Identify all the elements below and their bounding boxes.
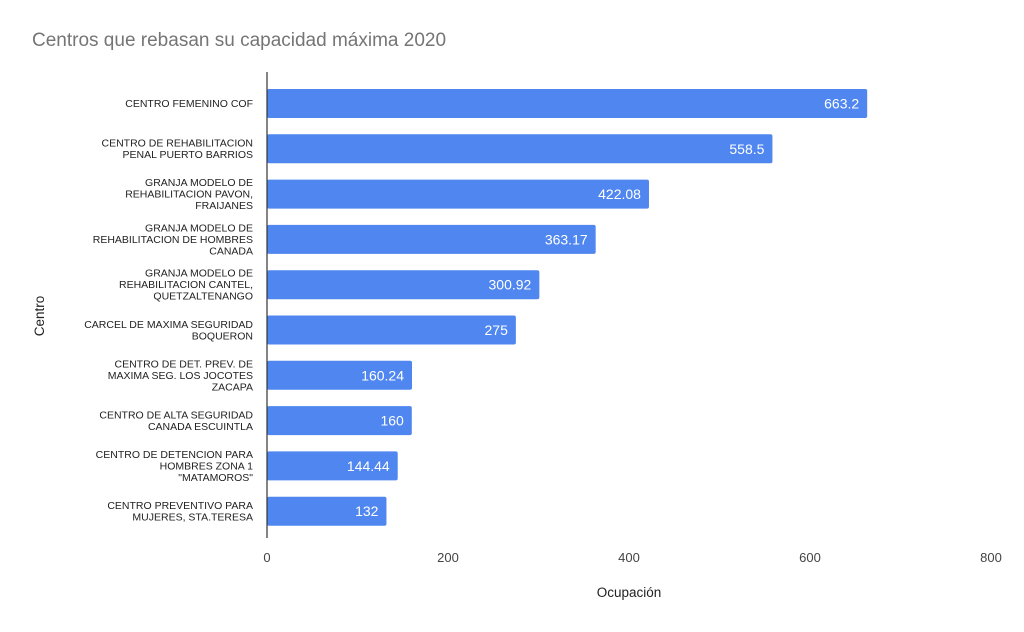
category-label-line: CENTRO PREVENTIVO PARA [107, 500, 253, 512]
category-label-line: ZACAPA [212, 381, 253, 393]
bar [267, 496, 387, 526]
category-label: CENTRO DE ALTA SEGURIDAD CANADA ESCUINTLA [99, 409, 253, 433]
bar [267, 134, 773, 164]
x-tick-label: 200 [437, 550, 459, 565]
category-label: GRANJA MODELO DE REHABILITACION DE HOMBRE… [93, 222, 253, 257]
category-label: CENTRO DE DET. PREV. DE MAXIMA SEG. LOS J… [108, 358, 253, 393]
bar [267, 270, 540, 300]
data-label: 160 [380, 413, 404, 429]
category-label: GRANJA MODELO DE REHABILITACION CANTEL, QU… [119, 268, 253, 303]
x-tick-label: 600 [799, 550, 821, 565]
category-label-line: CENTRO DE ALTA SEGURIDAD [99, 409, 253, 421]
category-label-line: REHABILITACION CANTEL, [119, 279, 253, 291]
category-label: GRANJA MODELO DE REHABILITACION PAVON, FRA… [125, 177, 253, 212]
category-label: CENTRO DE REHABILITACION PENAL PUERTO BAR… [102, 138, 254, 162]
category-label: CENTRO DE DETENCION PARA HOMBRES ZONA 1 "M… [96, 449, 254, 484]
category-label-line: GRANJA MODELO DE [145, 268, 253, 280]
category-label-line: CARCEL DE MAXIMA SEGURIDAD [84, 319, 253, 331]
category-label-line: MUJERES, STA.TERESA [132, 511, 253, 523]
bar [267, 179, 649, 209]
category-label-line: REHABILITACION PAVON, [125, 189, 253, 201]
x-tick-label: 0 [263, 550, 270, 565]
data-label: 132 [355, 503, 379, 519]
data-label: 275 [485, 322, 509, 338]
category-label-line: CENTRO DE REHABILITACION [102, 138, 254, 150]
category-label-line: CENTRO FEMENINO COF [125, 98, 253, 110]
x-axis-title: Ocupación [597, 585, 662, 600]
bar [267, 315, 516, 345]
bar [267, 451, 398, 481]
bar [267, 360, 413, 390]
category-label-line: PENAL PUERTO BARRIOS [122, 149, 253, 161]
category-label-line: REHABILITACION DE HOMBRES [93, 234, 253, 246]
chart-title: Centros que rebasan su capacidad máxima … [32, 30, 447, 51]
category-label-line: FRAIJANES [195, 200, 253, 212]
data-label: 558.5 [729, 141, 764, 157]
category-label: CARCEL DE MAXIMA SEGURIDAD BOQUERON [84, 319, 253, 343]
data-label: 663.2 [824, 96, 859, 112]
category-label: CENTRO FEMENINO COF [125, 98, 253, 110]
bar [267, 89, 868, 118]
category-label-line: MAXIMA SEG. LOS JOCOTES [108, 370, 253, 382]
category-label: CENTRO PREVENTIVO PARA MUJERES, STA.TERES… [107, 500, 253, 524]
category-label-line: GRANJA MODELO DE [145, 177, 253, 189]
data-label: 144.44 [347, 458, 390, 474]
y-axis-title: Centro [32, 296, 47, 337]
category-label-line: CENTRO DE DETENCION PARA [96, 449, 253, 461]
x-tick-label: 800 [980, 550, 1002, 565]
data-label: 160.24 [361, 367, 404, 383]
data-label: 363.17 [545, 231, 588, 247]
category-label-line: CANADA [209, 245, 253, 257]
category-label-line: BOQUERON [192, 330, 253, 342]
category-label-line: HOMBRES ZONA 1 [160, 460, 254, 472]
bar [267, 224, 596, 254]
category-label-line: QUETZALTENANGO [153, 291, 253, 303]
category-label-line: CENTRO DE DET. PREV. DE [115, 358, 253, 370]
category-label-line: CANADA ESCUINTLA [148, 421, 253, 433]
x-tick-label: 400 [618, 550, 640, 565]
data-label: 422.08 [598, 186, 641, 202]
bar [267, 406, 412, 436]
category-label-line: GRANJA MODELO DE [145, 222, 253, 234]
category-label-line: "MATAMOROS" [178, 472, 253, 484]
data-label: 300.92 [489, 277, 532, 293]
